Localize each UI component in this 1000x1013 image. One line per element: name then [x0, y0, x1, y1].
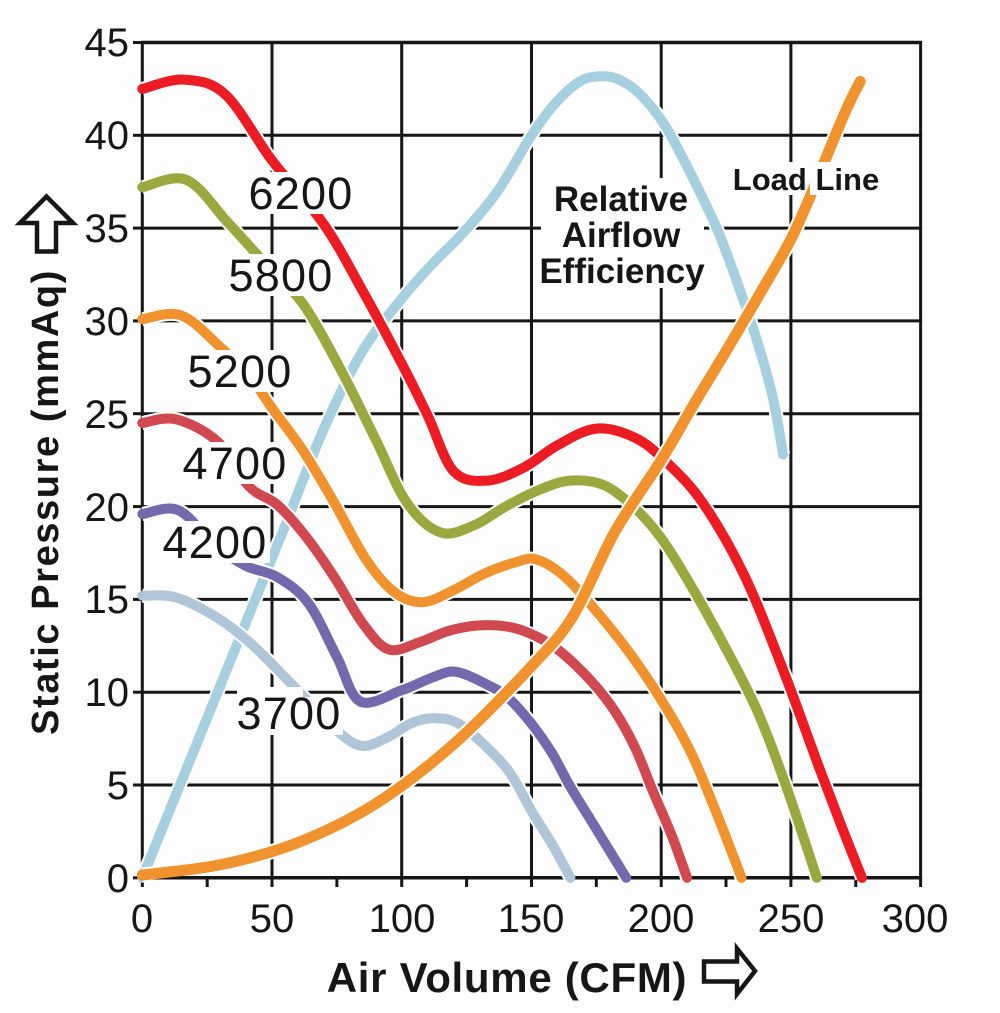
svg-text:25: 25 — [85, 393, 130, 437]
svg-text:45: 45 — [85, 21, 130, 65]
svg-text:15: 15 — [85, 578, 130, 622]
svg-text:300: 300 — [882, 897, 949, 941]
svg-text:40: 40 — [85, 114, 130, 158]
svg-text:150: 150 — [498, 897, 565, 941]
svg-text:Air Volume (CFM): Air Volume (CFM) — [327, 954, 687, 1001]
svg-text:10: 10 — [85, 671, 130, 715]
svg-text:30: 30 — [85, 300, 130, 344]
svg-text:0: 0 — [131, 897, 153, 941]
svg-text:35: 35 — [85, 207, 130, 251]
svg-text:50: 50 — [250, 897, 295, 941]
svg-text:200: 200 — [628, 897, 695, 941]
svg-text:0: 0 — [107, 857, 129, 901]
svg-text:4200: 4200 — [163, 517, 268, 568]
svg-text:250: 250 — [758, 897, 825, 941]
svg-text:Relative: Relative — [554, 180, 688, 219]
svg-text:5200: 5200 — [188, 346, 293, 397]
svg-text:Airflow: Airflow — [562, 216, 681, 255]
svg-text:100: 100 — [369, 897, 436, 941]
svg-text:Static Pressure (mmAq): Static Pressure (mmAq) — [25, 269, 67, 735]
svg-text:6200: 6200 — [249, 168, 354, 219]
svg-text:Efficiency: Efficiency — [539, 252, 705, 291]
svg-text:5: 5 — [107, 764, 129, 808]
svg-text:4700: 4700 — [183, 438, 288, 489]
svg-text:20: 20 — [85, 486, 130, 530]
svg-text:3700: 3700 — [237, 688, 342, 739]
svg-text:Load Line: Load Line — [733, 162, 879, 197]
svg-text:5800: 5800 — [229, 250, 334, 301]
